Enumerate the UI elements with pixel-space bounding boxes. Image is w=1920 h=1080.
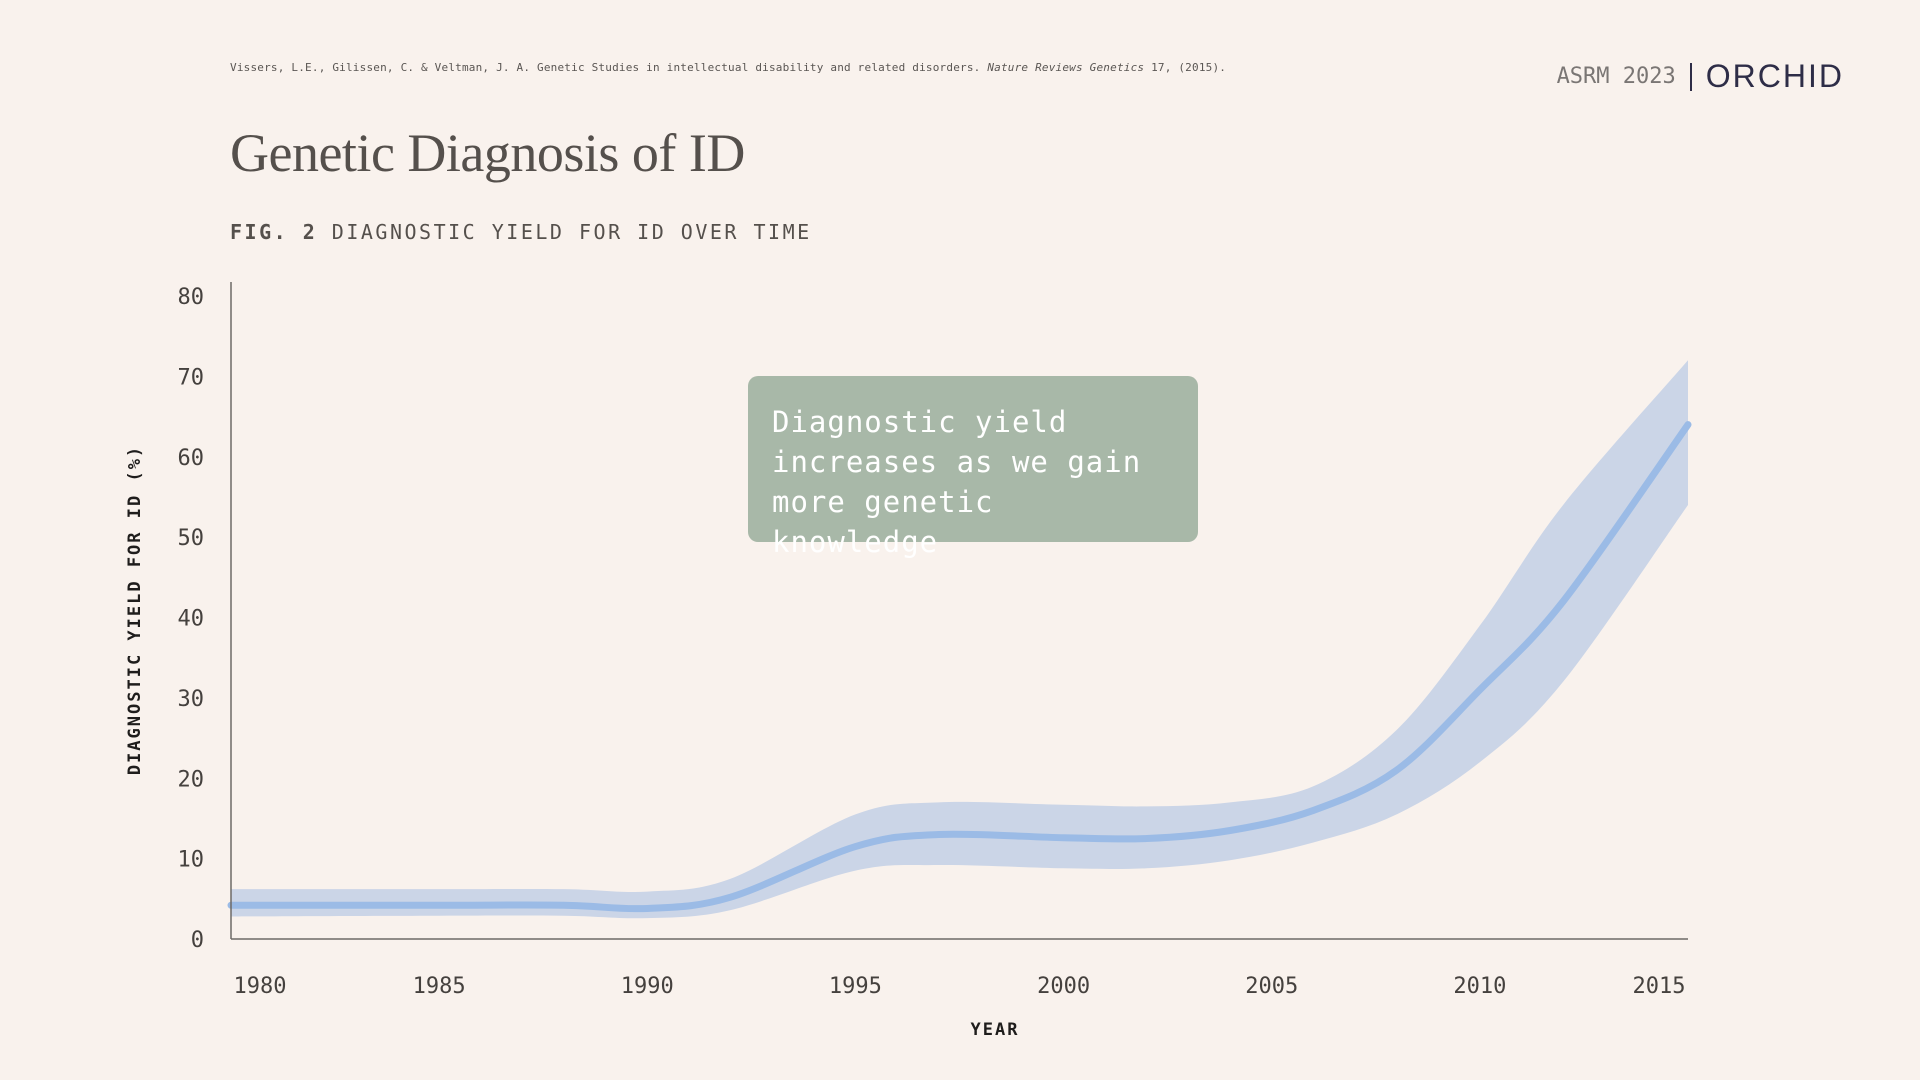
annotation-line: increases as we gain xyxy=(772,445,1142,479)
citation-authors: Vissers, L.E., Gilissen, C. & Veltman, J… xyxy=(230,61,981,74)
orchid-logo: ORCHID xyxy=(1705,58,1844,94)
y-tick-label: 70 xyxy=(178,365,205,390)
x-tick-label: 1990 xyxy=(621,974,674,999)
citation: Vissers, L.E., Gilissen, C. & Veltman, J… xyxy=(230,61,1226,74)
x-tick-label: 1985 xyxy=(413,974,466,999)
x-tick-label: 2010 xyxy=(1453,974,1506,999)
y-tick-label: 40 xyxy=(178,607,205,632)
citation-volume: 17, (2015). xyxy=(1151,61,1227,74)
y-tick-label: 0 xyxy=(191,928,204,953)
x-tick-label: 1995 xyxy=(829,974,882,999)
annotation-box: Diagnostic yield increases as we gain mo… xyxy=(748,376,1198,559)
confidence-band xyxy=(231,360,1688,919)
brand-header: ASRM 2023 ORCHID xyxy=(1557,58,1844,95)
x-tick-label: 2015 xyxy=(1633,974,1686,999)
x-tick-label: 2005 xyxy=(1245,974,1298,999)
y-tick-label: 20 xyxy=(178,767,205,792)
x-axis-title: YEAR xyxy=(971,1020,1020,1040)
yield-series-line xyxy=(227,421,1692,913)
citation-journal: Nature Reviews Genetics xyxy=(987,61,1145,74)
y-tick-label: 30 xyxy=(178,687,205,712)
figure-caption-text: DIAGNOSTIC YIELD FOR ID OVER TIME xyxy=(331,220,812,244)
page-title: Genetic Diagnosis of ID xyxy=(230,123,745,183)
x-tick-label: 1980 xyxy=(234,974,287,999)
conference-label: ASRM 2023 xyxy=(1556,64,1676,89)
annotation-line: more genetic knowledge xyxy=(772,485,994,559)
y-tick-label: 80 xyxy=(178,285,205,310)
y-tick-label: 60 xyxy=(178,446,205,471)
x-tick-label: 2000 xyxy=(1037,974,1090,999)
y-axis-title: DIAGNOSTIC YIELD FOR ID (%) xyxy=(125,445,145,775)
figure-caption: FIG. 2 DIAGNOSTIC YIELD FOR ID OVER TIME xyxy=(230,220,812,244)
figure-number: FIG. 2 xyxy=(230,220,318,244)
annotation-line: Diagnostic yield xyxy=(772,405,1068,439)
brand-divider xyxy=(1689,62,1692,91)
y-tick-label: 10 xyxy=(178,848,205,873)
y-tick-label: 50 xyxy=(178,526,205,551)
